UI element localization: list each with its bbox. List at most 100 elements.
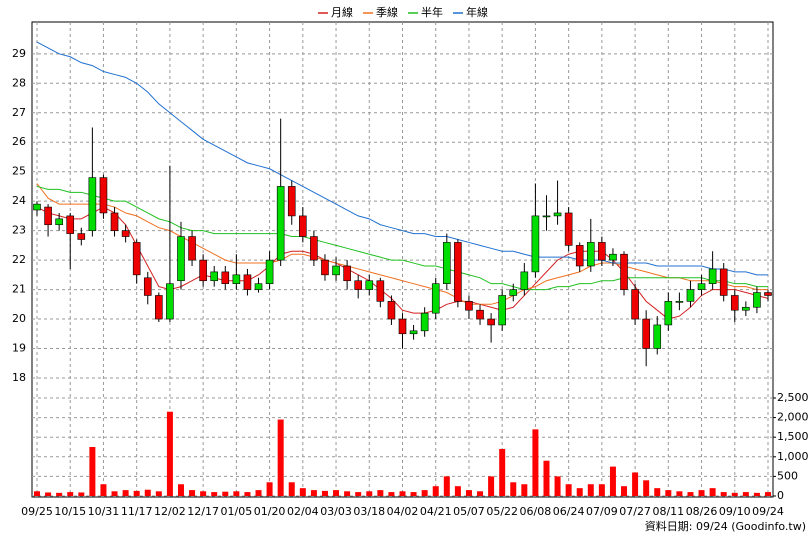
ma-line bbox=[36, 41, 768, 276]
ma-line bbox=[36, 183, 768, 305]
candle-body bbox=[321, 259, 329, 276]
volume-bar bbox=[654, 488, 661, 496]
candle-body bbox=[719, 268, 728, 296]
candle-body bbox=[553, 212, 562, 217]
candle-body bbox=[33, 203, 41, 211]
candle-body bbox=[431, 283, 440, 314]
volume-bar bbox=[609, 466, 616, 496]
x-tick-label: 05/07 bbox=[453, 505, 485, 518]
candle-body bbox=[254, 283, 263, 290]
volume-bar bbox=[676, 491, 683, 496]
x-tick-label: 12/02 bbox=[154, 505, 186, 518]
x-tick-label: 07/27 bbox=[619, 505, 651, 518]
volume-bar bbox=[344, 491, 351, 496]
volume-bar bbox=[177, 484, 184, 496]
y-tick-label: 20 bbox=[12, 312, 26, 325]
x-tick-label: 03/18 bbox=[353, 505, 385, 518]
x-tick-label: 06/24 bbox=[553, 505, 585, 518]
y-tick-label: 27 bbox=[12, 106, 26, 119]
candle-body bbox=[420, 312, 429, 332]
x-tick-label: 08/26 bbox=[686, 505, 718, 518]
candle-body bbox=[642, 318, 650, 349]
y2-tick-label: 0 bbox=[777, 489, 784, 502]
candle-body bbox=[598, 242, 606, 261]
volume-bar bbox=[111, 491, 118, 496]
volume-bar bbox=[510, 482, 517, 496]
candle-body bbox=[88, 177, 97, 231]
candle-body bbox=[476, 309, 484, 320]
x-tick-label: 05/22 bbox=[486, 505, 518, 518]
y-tick-label: 26 bbox=[12, 135, 26, 148]
candle-body bbox=[332, 265, 340, 276]
volume-bar bbox=[698, 490, 705, 496]
candle-body bbox=[675, 301, 684, 303]
volume-bar bbox=[211, 492, 218, 496]
volume-bar bbox=[488, 476, 495, 496]
volume-bar bbox=[477, 491, 484, 496]
candle-body bbox=[586, 242, 595, 267]
volume-bar bbox=[299, 488, 306, 496]
volume-bar bbox=[377, 490, 384, 496]
volume-bar bbox=[543, 460, 550, 496]
x-tick-label: 06/08 bbox=[520, 505, 552, 518]
volume-bar bbox=[421, 490, 428, 496]
y2-tick-label: 2,000 bbox=[777, 411, 808, 424]
candle-body bbox=[454, 242, 462, 302]
y2-tick-label: 500 bbox=[777, 469, 798, 482]
volume-bar bbox=[233, 491, 240, 496]
candle-body bbox=[77, 233, 86, 240]
candle-body bbox=[542, 215, 551, 218]
candle-body bbox=[708, 268, 717, 284]
candle-body bbox=[387, 301, 396, 320]
volume-bar bbox=[454, 486, 461, 496]
volume-bar bbox=[731, 492, 738, 496]
volume-bar bbox=[632, 472, 639, 496]
candle-body bbox=[343, 265, 351, 282]
volume-bar bbox=[133, 490, 140, 496]
volume-bar bbox=[410, 492, 417, 496]
y-tick-label: 22 bbox=[12, 253, 26, 266]
volume-bar bbox=[244, 492, 251, 496]
candle-body bbox=[66, 215, 75, 234]
x-tick-label: 10/31 bbox=[88, 505, 120, 518]
candle-body bbox=[564, 212, 573, 246]
volume-bar bbox=[288, 482, 295, 496]
volume-bar bbox=[687, 492, 694, 496]
candle-body bbox=[265, 259, 274, 284]
candle-body bbox=[398, 318, 407, 335]
candle-body bbox=[210, 271, 219, 282]
x-tick-label: 09/25 bbox=[21, 505, 53, 518]
volume-bar bbox=[709, 488, 716, 496]
candle-body bbox=[55, 218, 63, 226]
volume-bar bbox=[443, 476, 450, 496]
volume-bar bbox=[277, 419, 284, 496]
candle-body bbox=[764, 292, 772, 296]
volume-bar bbox=[499, 448, 506, 496]
legend-label: 季線 bbox=[376, 5, 398, 19]
y-tick-label: 23 bbox=[12, 224, 26, 237]
candle-body bbox=[664, 301, 673, 326]
candle-body bbox=[166, 283, 174, 320]
volume-bar bbox=[34, 491, 40, 496]
volume-bar bbox=[89, 446, 96, 496]
volume-bar bbox=[753, 492, 760, 496]
x-tick-label: 08/11 bbox=[652, 505, 684, 518]
volume-bar bbox=[465, 490, 472, 496]
x-tick-label: 01/20 bbox=[254, 505, 286, 518]
volume-bar bbox=[100, 484, 107, 496]
volume-bar bbox=[587, 484, 594, 496]
candle-body bbox=[44, 206, 52, 226]
legend-label: 月線 bbox=[331, 5, 353, 19]
volume-bar bbox=[310, 490, 317, 496]
candle-body bbox=[276, 186, 285, 261]
volume-bar bbox=[355, 492, 362, 496]
candle-body bbox=[520, 271, 529, 290]
candle-body bbox=[354, 280, 362, 290]
volume-bar bbox=[200, 491, 207, 496]
volume-bar bbox=[399, 491, 406, 496]
volume-bar bbox=[321, 490, 328, 496]
candle-body bbox=[110, 212, 119, 231]
volume-bar bbox=[67, 492, 74, 496]
candle-body bbox=[99, 177, 108, 214]
